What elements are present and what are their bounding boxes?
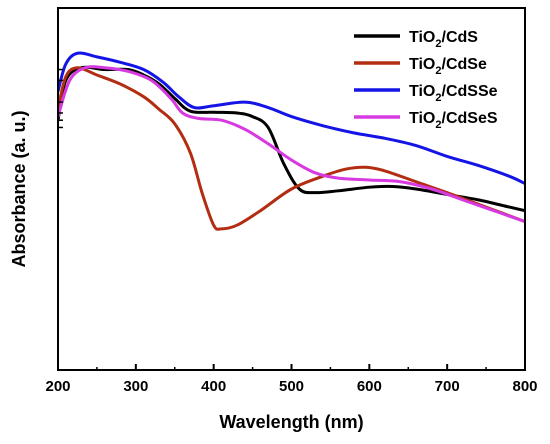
legend-entry-tio2-cds: TiO2/CdS bbox=[409, 29, 478, 50]
series-line-tio2-cdse bbox=[58, 66, 525, 231]
x-tick-label-500: 500 bbox=[279, 378, 304, 395]
legend-entry-tio2-cdse: TiO2/CdSe bbox=[409, 56, 487, 77]
y-axis-label: Absorbance (a. u.) bbox=[9, 110, 29, 267]
x-tick-label-300: 300 bbox=[123, 378, 148, 395]
x-axis: 200 300 400 500 600 700 800 bbox=[45, 364, 538, 395]
x-tick-label-200: 200 bbox=[45, 378, 70, 395]
legend-entry-tio2-cdsse: TiO2/CdSSe bbox=[409, 83, 498, 104]
plot-lines bbox=[58, 51, 525, 231]
x-tick-label-600: 600 bbox=[357, 378, 382, 395]
x-tick-label-400: 400 bbox=[201, 378, 226, 395]
x-tick-label-800: 800 bbox=[512, 378, 537, 395]
legend-entry-tio2-cdses: TiO2/CdSeS bbox=[409, 110, 498, 131]
legend: TiO2/CdS TiO2/CdSe TiO2/CdSSe TiO2/CdSeS bbox=[354, 29, 498, 131]
y-axis bbox=[58, 68, 63, 129]
x-tick-label-700: 700 bbox=[435, 378, 460, 395]
series-line-tio2-cdsse bbox=[58, 51, 525, 186]
x-axis-label: Wavelength (nm) bbox=[219, 412, 363, 432]
series-line-tio2-cdses bbox=[58, 65, 525, 224]
